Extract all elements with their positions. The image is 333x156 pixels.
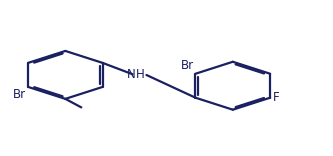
Text: N: N (127, 68, 136, 81)
Text: F: F (273, 91, 279, 104)
Text: Br: Br (181, 59, 194, 72)
Text: Br: Br (13, 88, 26, 101)
Text: H: H (136, 68, 144, 81)
